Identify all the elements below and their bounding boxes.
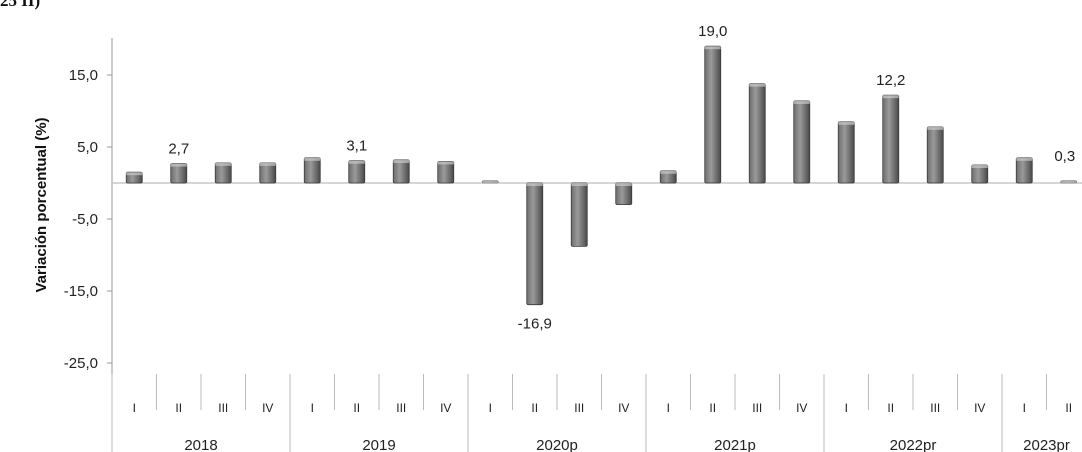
bar-q5	[303, 157, 321, 184]
bar-cap-q2	[170, 163, 187, 167]
bar-q21	[1015, 157, 1033, 184]
data-label-q10: -16,9	[518, 316, 552, 333]
bar-cap-q5	[304, 157, 321, 161]
quarter-label: II	[887, 401, 894, 415]
quarter-label: IV	[974, 401, 985, 415]
quarter-label: I	[311, 401, 314, 415]
bar-q4	[259, 162, 277, 184]
quarter-label: IV	[440, 401, 451, 415]
y-axis-label: Variación porcentual (%)	[33, 117, 50, 292]
bar-cap-q3	[215, 162, 232, 166]
bar-cap-q11	[571, 183, 588, 186]
bar-q6	[348, 160, 366, 184]
quarter-label: II	[1065, 401, 1072, 415]
quarter-label: I	[133, 401, 136, 415]
quarter-label: I	[845, 401, 848, 415]
quarter-label: II	[531, 401, 538, 415]
y-tick-label: 15,0	[69, 67, 98, 84]
year-label: 2021p	[714, 437, 756, 452]
quarter-label: III	[574, 401, 584, 415]
bar-cap-q15	[749, 83, 766, 87]
quarter-label: II	[709, 401, 716, 415]
data-label-q14: 19,0	[698, 23, 727, 40]
bar-cap-q6	[348, 160, 365, 164]
quarter-label: II	[353, 401, 360, 415]
bar-q15	[748, 83, 766, 184]
bar-cap-q8	[437, 161, 454, 165]
bar-cap-q1	[126, 172, 143, 176]
year-label: 2018	[184, 437, 217, 452]
year-label: 2020p	[536, 437, 578, 452]
y-tick-label: 5,0	[77, 139, 98, 156]
quarter-label: IV	[796, 401, 807, 415]
bar-cap-q14	[704, 46, 721, 50]
bar-cap-q7	[393, 159, 410, 163]
bar-cap-q17	[838, 121, 855, 125]
bar-q17	[837, 121, 855, 184]
quarter-label: II	[175, 401, 182, 415]
bar-q10	[526, 182, 544, 306]
bar-cap-q4	[259, 162, 276, 166]
bar-q7	[392, 159, 410, 184]
quarter-label: III	[218, 401, 228, 415]
year-label: 2019	[362, 437, 395, 452]
bar-q19	[926, 126, 944, 184]
quarter-label: IV	[618, 401, 629, 415]
bar-cap-q12	[615, 183, 632, 186]
bar-q11	[570, 182, 588, 247]
year-label: 2023pr	[1023, 437, 1070, 452]
bar-q18	[882, 94, 900, 184]
bar-q16	[793, 100, 811, 184]
bar-cap-q9	[482, 180, 499, 184]
bar-cap-q13	[660, 170, 677, 174]
bar-cap-q16	[793, 100, 810, 104]
data-label-q2: 2,7	[168, 141, 189, 158]
quarter-label: IV	[262, 401, 273, 415]
bar-cap-q20	[971, 165, 988, 168]
bar-cap-q10	[526, 183, 543, 186]
y-tick-label: -5,0	[72, 211, 98, 228]
bar-cap-q21	[1016, 157, 1033, 161]
quarter-label: III	[930, 401, 940, 415]
y-tick-label: -15,0	[64, 283, 98, 300]
bar-cap-q18	[882, 95, 899, 99]
bar-q12	[615, 182, 633, 206]
data-label-q6: 3,1	[346, 138, 367, 155]
year-label: 2022pr	[890, 437, 937, 452]
quarter-label: I	[489, 401, 492, 415]
y-tick-label: -25,0	[64, 355, 98, 372]
bar-q3	[214, 162, 232, 184]
data-label-q18: 12,2	[876, 72, 905, 89]
quarter-label: III	[396, 401, 406, 415]
quarter-label: I	[1023, 401, 1026, 415]
cropped-heading: 25 II)	[0, 0, 41, 10]
bar-q14	[704, 45, 722, 184]
quarter-label: III	[752, 401, 762, 415]
data-label-q22: 0,3	[1054, 148, 1075, 165]
quarter-label: I	[667, 401, 670, 415]
bar-cap-q22	[1060, 180, 1077, 184]
bar-cap-q19	[927, 126, 944, 130]
bar-q8	[437, 160, 455, 184]
